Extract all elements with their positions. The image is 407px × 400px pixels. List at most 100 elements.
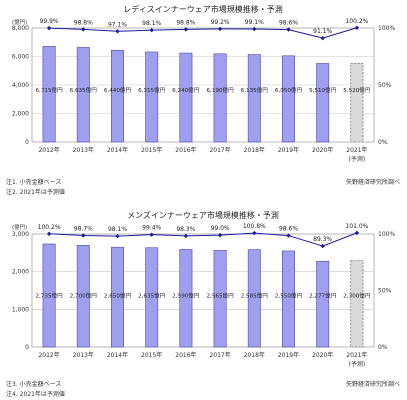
chart1-category-label: 2019年	[278, 146, 299, 154]
chart2-value-label: 2,700億円	[70, 291, 98, 299]
chart2-yoy-marker	[183, 233, 189, 239]
chart1-yoy-marker	[81, 27, 86, 32]
chart1-yoy-marker	[252, 26, 257, 32]
chart2-yoy-label: 98.7%	[74, 225, 93, 232]
chart1-yoy-marker	[354, 25, 360, 30]
chart1-yoy-marker	[286, 27, 291, 32]
chart2-yoy-marker	[115, 233, 120, 239]
chart1-title: レディスインナーウェア市場規模推移・予測	[123, 4, 282, 14]
chart2-yoy-marker	[354, 230, 360, 236]
chart1-bar-forecast	[350, 63, 364, 143]
chart1-note-1: 注1. 小売金額ベース	[6, 178, 61, 186]
chart1-yoy-label: 97.1%	[108, 21, 127, 28]
chart2-yoy-label: 98.3%	[176, 226, 195, 233]
chart2-yoy-marker	[286, 233, 291, 238]
chart1-yoy-marker	[46, 25, 52, 31]
chart1-bar	[76, 47, 90, 143]
chart2-value-label: 2,277億円	[309, 291, 337, 299]
chart1-category-label: 2017年	[209, 146, 230, 154]
chart1-y2-tick-label: 100%	[378, 25, 395, 32]
chart2-title: メンズインナーウェア市場規模推移・予測	[127, 210, 279, 220]
chart1-value-label: 6,240億円	[172, 86, 200, 94]
chart1-bar	[282, 55, 295, 143]
chart2-value-label: 2,650億円	[104, 291, 132, 299]
chart2-yoy-label: 101.0%	[345, 223, 368, 230]
chart2-yoy-label: 99.0%	[211, 225, 230, 232]
chart2-value-label: 2,590億円	[172, 291, 200, 299]
chart1-bar	[247, 54, 261, 143]
chart1-value-label: 6,190億円	[206, 86, 234, 94]
chart2-yoy-label: 99.4%	[142, 225, 161, 232]
chart2-value-label: 2,300億円	[343, 291, 371, 299]
chart2-bar-forecast	[350, 260, 364, 348]
chart2-yoy-label: 98.1%	[108, 226, 127, 233]
chart1-category-label: 2021年	[346, 146, 367, 154]
chart2-category-label: 2012年	[38, 351, 59, 359]
chart1-category-label: 2013年	[73, 146, 94, 154]
chart2-yoy-label: 100.8%	[243, 223, 266, 230]
chart2-bar	[42, 243, 56, 348]
chart1-category-label: 2016年	[175, 146, 196, 154]
chart2-yoy-marker	[252, 230, 257, 236]
chart1-bar	[145, 51, 159, 143]
chart1-yoy-marker	[149, 27, 154, 33]
chart2-plot: 0 1,000 2,000 3,000 0% 50% 100% 2,735億円 2,700億円 2…	[12, 223, 396, 368]
chart2-category-label: 2019年	[278, 351, 299, 359]
chart2-category-label: 2020年	[312, 351, 333, 359]
chart2-yoy-marker	[320, 243, 325, 249]
chart2-category-label: 2013年	[73, 351, 94, 359]
chart2-bar	[213, 250, 227, 348]
chart1-yoy-marker	[115, 29, 120, 34]
chart1-bar	[111, 49, 124, 143]
chart1-category-label: 2012年	[38, 146, 59, 154]
chart1-category-label: 2020年	[312, 146, 333, 154]
chart1-category-label: 2014年	[107, 146, 128, 154]
chart1-y-tick-label: 4,000	[12, 82, 29, 89]
chart2-value-label: 2,565億円	[206, 291, 234, 299]
chart1-category-label: 2015年	[141, 146, 162, 154]
chart2-yoy-marker	[46, 231, 52, 236]
chart1-plot: 0 2,000 4,000 6,000 8,000 0% 50% 100% 6,715億円 6,6…	[12, 18, 396, 163]
chart1-y2-tick-label: 0%	[378, 139, 388, 146]
chart1-yoy-label: 99.2%	[211, 19, 230, 26]
chart2-source: 矢野経済研究所調べ	[346, 380, 400, 388]
chart2-note-1: 注3. 小売金額ベース	[6, 380, 61, 388]
chart1-bar	[42, 46, 56, 143]
chart2-y-tick-label: 3,000	[12, 231, 29, 238]
chart1-y-unit: (億円)	[12, 18, 27, 26]
chart2-yoy-marker	[217, 232, 223, 238]
chart2-yoy-line	[49, 232, 358, 247]
chart2-yoy-marker	[149, 232, 154, 237]
chart1-yoy-marker	[183, 27, 189, 32]
chart2-bar	[282, 250, 295, 348]
chart1-yoy-marker	[217, 26, 223, 32]
chart1-yoy-label: 98.8%	[74, 19, 93, 26]
chart2-category-label: 2017年	[209, 351, 230, 359]
chart1-note-2: 注2. 2021年は予測値	[6, 188, 65, 196]
chart2-category-label: 2016年	[175, 351, 196, 359]
chart2-bar	[145, 247, 159, 348]
chart2-value-label: 2,550億円	[275, 291, 303, 299]
chart1-value-label: 6,440億円	[104, 86, 132, 94]
chart1-y2-tick-label: 50%	[378, 82, 392, 89]
chart2-note-2: 注4. 2021年は予測値	[6, 390, 65, 398]
chart2-bar	[111, 246, 124, 348]
chart2-category-label: 2015年	[141, 351, 162, 359]
chart2-y2-tick-label: 100%	[378, 231, 395, 238]
chart1-value-label: 6,635億円	[70, 86, 98, 94]
chart2-y2-tick-label: 0%	[378, 344, 388, 351]
chart1-bar	[179, 52, 193, 143]
chart1-value-label: 6,315億円	[138, 86, 166, 94]
chart1-bar	[213, 53, 227, 143]
chart1-yoy-label: 98.6%	[279, 20, 298, 27]
chart2-yoy-label: 98.6%	[279, 226, 298, 233]
chart2-yoy-marker	[81, 233, 86, 238]
chart1-yoy-label: 91.1%	[313, 28, 332, 35]
chart1-yoy-marker	[320, 35, 325, 41]
chart1-value-label: 5,510億円	[309, 86, 337, 94]
chart1-source: 矢野経済研究所調べ	[346, 178, 400, 186]
chart2-y-unit: (億円)	[12, 223, 27, 231]
chart1-category-label: 2018年	[244, 146, 265, 154]
chart1-yoy-label: 98.1%	[142, 20, 161, 27]
